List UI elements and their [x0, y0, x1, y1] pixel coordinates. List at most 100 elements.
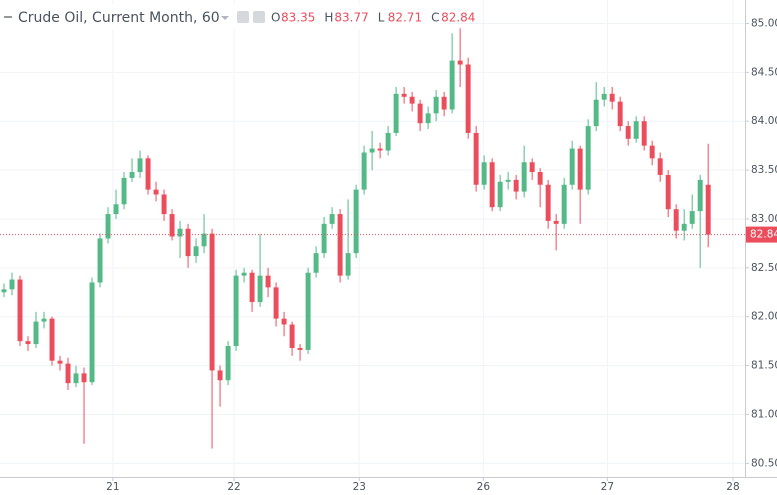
candle-body	[217, 370, 223, 381]
candle-body	[321, 223, 327, 254]
candle-body	[49, 318, 55, 361]
x-tick-label: 23	[353, 481, 366, 493]
y-tick-label: 81.50	[751, 360, 777, 372]
candle-body	[617, 101, 623, 127]
dropdown-icon[interactable]	[221, 16, 229, 20]
candle-body	[681, 223, 687, 231]
candle-body	[593, 99, 599, 127]
candle-body	[353, 189, 359, 254]
ohlc-key: L	[378, 11, 385, 25]
ohlc-legend: O 83.35 H 83.77 L 82.71 C 82.84	[271, 11, 475, 25]
candle-body	[665, 174, 671, 210]
candle-body	[81, 373, 87, 383]
candle-body	[209, 233, 215, 371]
candle-body	[89, 282, 95, 383]
candle-body	[513, 179, 519, 192]
candle-body	[585, 126, 591, 190]
candle-body	[625, 126, 631, 139]
candle-body	[369, 148, 375, 153]
candle-body	[489, 162, 495, 208]
candle-body	[569, 148, 575, 185]
candle-body	[113, 204, 119, 215]
candle-body	[537, 172, 543, 185]
candle-body	[65, 363, 71, 384]
candle-body	[657, 158, 663, 175]
candle-body	[329, 214, 335, 224]
candle-body	[249, 272, 255, 303]
candle-body	[425, 113, 431, 124]
candles	[1, 28, 711, 449]
candle-body	[297, 347, 303, 350]
candle-body	[465, 64, 471, 133]
y-tick-label: 85.00	[751, 17, 777, 29]
candle-body	[449, 60, 455, 110]
candle-body	[361, 152, 367, 190]
candle-body	[161, 194, 167, 215]
candle-body	[641, 121, 647, 146]
candle-body	[473, 132, 479, 185]
y-tick-label: 81.00	[751, 408, 777, 420]
candle-body	[17, 279, 23, 342]
candle-body	[73, 373, 79, 384]
candle-body	[505, 179, 511, 182]
candle-body	[393, 93, 399, 133]
candle-body	[561, 184, 567, 224]
candle-body	[257, 275, 263, 303]
y-tick-label: 83.50	[751, 164, 777, 176]
ohlc-value: 83.77	[334, 11, 368, 25]
candle-body	[41, 318, 47, 322]
settings-icon[interactable]	[237, 11, 249, 23]
grid	[0, 0, 745, 477]
candle-body	[529, 162, 535, 173]
last-price-label: 82.84	[750, 229, 777, 241]
candle-body	[241, 272, 247, 276]
candle-body	[201, 233, 207, 247]
candle-body	[193, 246, 199, 257]
ohlc-value: 83.35	[281, 11, 315, 25]
candle-body	[497, 181, 503, 208]
snapshot-icon[interactable]	[253, 11, 265, 23]
candle-body	[545, 184, 551, 221]
legend-background	[0, 4, 440, 30]
candle-body	[233, 275, 239, 347]
candle-body	[697, 179, 703, 212]
candle-body	[273, 287, 279, 319]
y-tick-label: 80.50	[751, 457, 777, 469]
chart-title: Crude Oil, Current Month, 60	[18, 10, 220, 26]
last-price: 82.84	[0, 226, 777, 243]
candle-body	[145, 158, 151, 190]
ohlc-value: 82.84	[441, 11, 475, 25]
axis-labels: 80.50 81.00 81.50 82.00 82.50 83.00 83.50 84.00…	[106, 17, 777, 493]
candle-body	[673, 209, 679, 231]
candle-body	[417, 103, 423, 124]
candle-body	[265, 275, 271, 288]
candle-body	[305, 272, 311, 350]
ohlc-key: O	[271, 11, 280, 25]
candle-body	[521, 162, 527, 192]
candle-body	[601, 93, 607, 100]
x-tick-label: 28	[726, 481, 739, 493]
candle-body	[225, 346, 231, 381]
candle-body	[401, 93, 407, 97]
x-tick-label: 21	[106, 481, 119, 493]
candle-body	[281, 318, 287, 325]
candle-body	[705, 184, 711, 235]
x-tick-label: 26	[477, 481, 491, 493]
candle-body	[57, 360, 63, 364]
candle-body	[409, 96, 415, 104]
candle-body	[105, 214, 111, 239]
candle-body	[481, 162, 487, 185]
candle-body	[137, 158, 143, 173]
candle-body	[289, 324, 295, 348]
candle-body	[457, 60, 463, 65]
candle-body	[385, 132, 391, 151]
x-tick-label: 27	[601, 481, 614, 493]
y-tick-label: 82.00	[751, 311, 777, 323]
y-tick-label: 83.00	[751, 213, 777, 225]
candle-body	[689, 211, 695, 224]
candle-body	[441, 96, 447, 110]
candle-body	[185, 228, 191, 257]
ohlc-key: C	[431, 11, 439, 25]
x-tick-label: 22	[227, 481, 240, 493]
